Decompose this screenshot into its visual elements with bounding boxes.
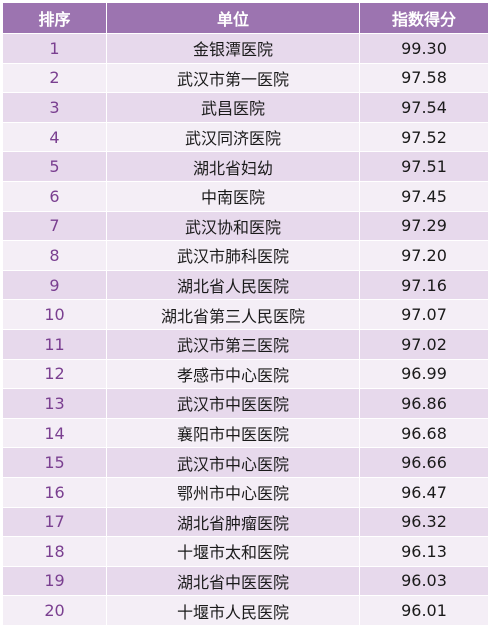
score-cell: 97.07 <box>359 299 489 330</box>
rank-cell: 20 <box>2 595 107 626</box>
rank-cell: 11 <box>2 328 107 360</box>
table-row: 7 武汉协和医院 97.29 <box>2 210 489 242</box>
unit-cell: 湖北省中医医院 <box>106 565 360 597</box>
score-cell: 96.86 <box>359 388 489 419</box>
unit-cell: 襄阳市中医医院 <box>106 417 360 449</box>
table-row: 5 湖北省妇幼 97.51 <box>2 151 489 182</box>
unit-cell: 武汉市中医医院 <box>106 388 360 419</box>
score-cell: 97.45 <box>359 180 489 212</box>
table-header: 排序 单位 指数得分 <box>2 2 489 34</box>
unit-cell: 金银潭医院 <box>106 33 360 64</box>
score-cell: 96.47 <box>359 476 489 508</box>
score-cell: 96.66 <box>359 447 489 478</box>
rank-cell: 15 <box>2 447 107 478</box>
unit-cell: 武汉市第一医院 <box>106 62 360 94</box>
table-body: 1 金银潭医院 99.30 2 武汉市第一医院 97.58 3 武昌医院 97.54 4 武汉同济医… <box>2 33 489 626</box>
score-cell: 97.58 <box>359 62 489 94</box>
rank-cell: 6 <box>2 180 107 212</box>
score-cell: 96.03 <box>359 565 489 597</box>
rank-cell: 12 <box>2 358 107 390</box>
header-unit: 单位 <box>106 2 360 34</box>
table-row: 17 湖北省肿瘤医院 96.32 <box>2 506 489 538</box>
header-rank: 排序 <box>2 2 107 34</box>
score-cell: 97.51 <box>359 151 489 182</box>
rank-cell: 19 <box>2 565 107 597</box>
score-cell: 99.30 <box>359 33 489 64</box>
score-cell: 96.32 <box>359 506 489 538</box>
table-row: 14 襄阳市中医医院 96.68 <box>2 417 489 449</box>
score-cell: 97.20 <box>359 240 489 271</box>
score-cell: 96.99 <box>359 358 489 390</box>
unit-cell: 湖北省妇幼 <box>106 151 360 182</box>
table-row: 13 武汉市中医医院 96.86 <box>2 388 489 419</box>
table-row: 9 湖北省人民医院 97.16 <box>2 269 489 301</box>
unit-cell: 湖北省肿瘤医院 <box>106 506 360 538</box>
rank-cell: 3 <box>2 92 107 123</box>
rank-cell: 9 <box>2 269 107 301</box>
table-row: 15 武汉市中心医院 96.66 <box>2 447 489 478</box>
table-row: 19 湖北省中医医院 96.03 <box>2 565 489 597</box>
score-cell: 97.54 <box>359 92 489 123</box>
rank-cell: 13 <box>2 388 107 419</box>
table-row: 20 十堰市人民医院 96.01 <box>2 595 489 626</box>
unit-cell: 孝感市中心医院 <box>106 358 360 390</box>
unit-cell: 湖北省第三人民医院 <box>106 299 360 330</box>
header-row: 排序 单位 指数得分 <box>2 2 489 34</box>
table-row: 6 中南医院 97.45 <box>2 180 489 212</box>
score-cell: 96.01 <box>359 595 489 626</box>
unit-cell: 十堰市人民医院 <box>106 595 360 626</box>
score-cell: 96.68 <box>359 417 489 449</box>
table-row: 1 金银潭医院 99.30 <box>2 33 489 64</box>
unit-cell: 中南医院 <box>106 180 360 212</box>
score-cell: 97.02 <box>359 328 489 360</box>
table-row: 11 武汉市第三医院 97.02 <box>2 328 489 360</box>
table-row: 8 武汉市肺科医院 97.20 <box>2 240 489 271</box>
table-row: 10 湖北省第三人民医院 97.07 <box>2 299 489 330</box>
score-cell: 97.16 <box>359 269 489 301</box>
rank-cell: 5 <box>2 151 107 182</box>
table-row: 16 鄂州市中心医院 96.47 <box>2 476 489 508</box>
rank-cell: 16 <box>2 476 107 508</box>
rank-cell: 4 <box>2 121 107 153</box>
unit-cell: 武汉同济医院 <box>106 121 360 153</box>
rank-cell: 7 <box>2 210 107 242</box>
score-cell: 96.13 <box>359 536 489 567</box>
rank-cell: 8 <box>2 240 107 271</box>
table-row: 2 武汉市第一医院 97.58 <box>2 62 489 94</box>
rank-cell: 1 <box>2 33 107 64</box>
unit-cell: 武汉协和医院 <box>106 210 360 242</box>
score-cell: 97.29 <box>359 210 489 242</box>
unit-cell: 十堰市太和医院 <box>106 536 360 567</box>
unit-cell: 武汉市肺科医院 <box>106 240 360 271</box>
unit-cell: 武汉市中心医院 <box>106 447 360 478</box>
unit-cell: 武汉市第三医院 <box>106 328 360 360</box>
rank-cell: 2 <box>2 62 107 94</box>
table-row: 12 孝感市中心医院 96.99 <box>2 358 489 390</box>
header-score: 指数得分 <box>359 2 489 34</box>
rank-cell: 14 <box>2 417 107 449</box>
table-row: 4 武汉同济医院 97.52 <box>2 121 489 153</box>
unit-cell: 鄂州市中心医院 <box>106 476 360 508</box>
rank-cell: 17 <box>2 506 107 538</box>
unit-cell: 武昌医院 <box>106 92 360 123</box>
table-row: 18 十堰市太和医院 96.13 <box>2 536 489 567</box>
unit-cell: 湖北省人民医院 <box>106 269 360 301</box>
score-cell: 97.52 <box>359 121 489 153</box>
rank-cell: 10 <box>2 299 107 330</box>
table-row: 3 武昌医院 97.54 <box>2 92 489 123</box>
rank-cell: 18 <box>2 536 107 567</box>
